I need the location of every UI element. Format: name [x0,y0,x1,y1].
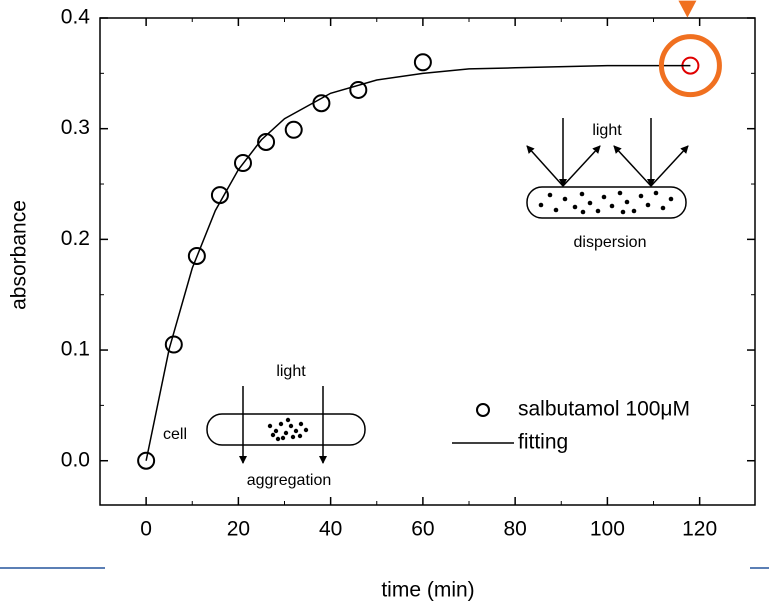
data-point [187,246,206,265]
annotation: light [276,363,306,380]
dispersion-inset: light dispersion [526,118,689,251]
annotation: cell [163,426,187,443]
legend-label: salbutamol 100μM [518,398,690,421]
y-tick-label: 0.4 [61,6,91,29]
x-tick-label: 100 [590,518,625,541]
y-tick-label: 0.1 [61,338,90,361]
annotation: aggregation [247,472,332,489]
fit-line [145,64,691,461]
data-point [284,120,303,139]
annotation: dispersion [574,234,647,251]
highlight-ring [658,34,722,98]
data-point [349,80,368,99]
aggregation-inset: light cell aggregation [163,363,366,489]
highlight-arrow [678,0,697,18]
data-point [137,451,156,470]
y-tick-label: 0.0 [61,448,90,471]
annotation: light [592,122,622,139]
legend-marker [476,403,490,417]
x-tick-label: 0 [140,518,152,541]
x-tick-label: 60 [411,518,434,541]
y-tick-label: 0.2 [61,227,90,250]
x-axis-title: time (min) [381,579,474,602]
y-tick-label: 0.3 [61,116,90,139]
legend-label: fitting [518,431,568,454]
data-point [164,335,183,354]
x-tick-label: 20 [227,518,250,541]
y-axis-title: absorbance [8,200,31,310]
data-point [257,132,276,151]
data-point [413,53,432,72]
x-tick-label: 40 [319,518,342,541]
data-point [210,186,229,205]
x-tick-label: 120 [682,518,717,541]
plot-frame [99,17,756,506]
data-point [233,153,252,172]
x-tick-label: 80 [503,518,526,541]
